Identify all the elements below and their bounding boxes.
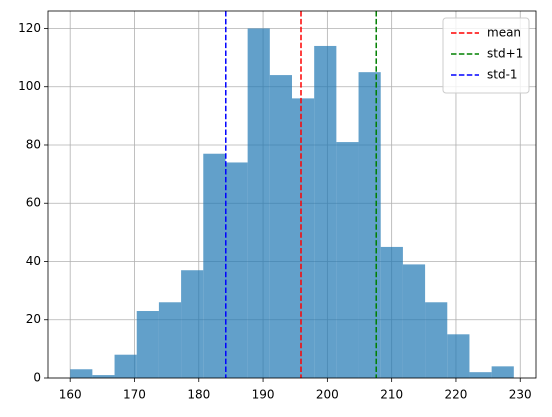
legend-label: mean xyxy=(487,26,521,40)
y-tick-label: 80 xyxy=(26,137,41,151)
y-tick-label: 20 xyxy=(26,312,41,326)
plot-frame xyxy=(47,10,537,379)
bar xyxy=(114,354,137,378)
bar xyxy=(314,45,337,378)
y-tick-label: 0 xyxy=(33,371,41,385)
x-tick-label: 190 xyxy=(252,388,275,402)
x-tick-label: 180 xyxy=(187,388,210,402)
bar xyxy=(203,153,226,378)
bar xyxy=(425,302,448,378)
bar xyxy=(247,28,270,378)
bar xyxy=(92,375,115,378)
x-tick-label: 160 xyxy=(59,388,82,402)
bar xyxy=(70,369,93,378)
legend-label: std-1 xyxy=(487,68,518,82)
bar xyxy=(269,75,292,378)
bar xyxy=(136,311,159,378)
bar xyxy=(469,372,492,378)
y-tick-label: 40 xyxy=(26,254,41,268)
bar xyxy=(292,98,315,378)
y-tick-label: 120 xyxy=(18,21,41,35)
y-tick-label: 100 xyxy=(18,79,41,93)
x-tick-label: 170 xyxy=(123,388,146,402)
bar xyxy=(491,366,514,378)
bar xyxy=(158,302,182,378)
x-tick-label: 230 xyxy=(509,388,532,402)
bar xyxy=(181,270,204,378)
bar xyxy=(225,162,248,378)
y-tick-label: 60 xyxy=(26,196,41,210)
legend-label: std+1 xyxy=(487,47,523,61)
x-tick-label: 220 xyxy=(444,388,467,402)
bar xyxy=(402,264,426,378)
bar xyxy=(358,72,381,379)
bar xyxy=(380,246,403,378)
x-tick-label: 210 xyxy=(380,388,403,402)
bar xyxy=(447,334,470,378)
legend-box xyxy=(442,17,530,94)
x-tick-label: 200 xyxy=(316,388,339,402)
bar xyxy=(336,142,359,378)
